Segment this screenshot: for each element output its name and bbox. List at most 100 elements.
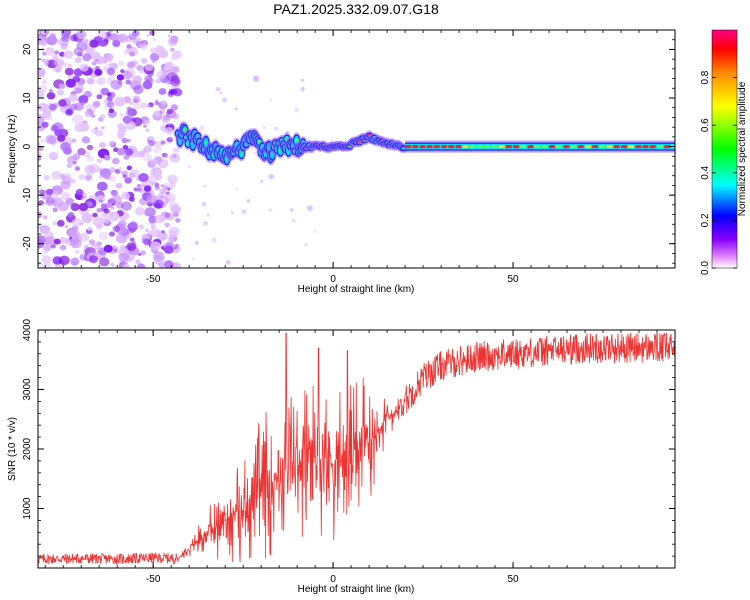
noise-speckle (313, 230, 316, 233)
noise-speckle (106, 92, 112, 97)
noise-speckle (128, 33, 137, 40)
noise-speckle (148, 140, 156, 147)
noise-speckle (164, 66, 170, 71)
noise-speckle (144, 228, 149, 233)
noise-speckle (154, 101, 160, 106)
noise-speckle (126, 242, 137, 251)
noise-speckle (86, 144, 94, 151)
noise-speckle (104, 99, 108, 104)
noise-speckle (170, 104, 178, 111)
noise-speckle (78, 122, 90, 132)
noise-speckle (138, 224, 145, 230)
noise-speckle (300, 86, 305, 92)
noise-speckle (48, 103, 57, 111)
noise-speckle (60, 180, 71, 190)
noise-speckle (168, 226, 180, 237)
noise-speckle (51, 170, 62, 180)
noise-speckle (67, 212, 75, 218)
y-tick-label: 0 (22, 143, 33, 149)
noise-speckle (128, 227, 136, 233)
noise-speckle (103, 244, 113, 253)
noise-speckle (253, 75, 259, 81)
noise-speckle (133, 85, 144, 95)
noise-speckle (82, 53, 92, 62)
signal-core (541, 145, 548, 149)
noise-speckle (50, 243, 56, 249)
noise-speckle (68, 93, 78, 102)
noise-speckle (158, 88, 167, 95)
noise-speckle (172, 50, 182, 60)
noise-speckle (53, 238, 61, 245)
y-tick-label: 20 (22, 43, 33, 55)
colorbar-label: Normalized spectral amplitude (737, 81, 748, 216)
noise-speckle (161, 100, 167, 105)
noise-speckle (153, 110, 161, 117)
noise-speckle (141, 238, 149, 244)
noise-speckle (113, 248, 118, 253)
colorbar-ticks: 0.0 0.2 0.4 0.6 0.8 (700, 70, 737, 275)
noise-speckle (77, 148, 86, 156)
x-tick-label: -50 (146, 274, 161, 285)
noise-speckle (70, 34, 78, 42)
noise-speckle (172, 147, 180, 154)
noise-speckle (45, 236, 56, 246)
noise-speckle (114, 96, 126, 107)
noise-speckle (94, 68, 103, 76)
noise-speckle (96, 181, 108, 191)
noise-speckle (38, 35, 46, 45)
noise-speckle (59, 173, 64, 178)
noise-speckle (47, 135, 58, 145)
noise-speckle (167, 174, 178, 184)
noise-speckle (38, 261, 41, 266)
noise-speckle (139, 69, 143, 74)
noise-speckle (42, 80, 47, 85)
noise-speckle (123, 154, 130, 160)
y-tick-label: 10 (22, 92, 33, 104)
colorbar-tick-label: 0.6 (700, 118, 711, 132)
noise-speckle (132, 95, 141, 103)
noise-speckle (150, 224, 156, 229)
noise-speckle (215, 86, 221, 92)
noise-speckle (40, 190, 52, 200)
noise-speckle (194, 241, 199, 245)
noise-speckle (306, 205, 313, 212)
noise-speckle (45, 114, 53, 121)
noise-speckle (59, 244, 67, 251)
noise-speckle (152, 38, 156, 42)
noise-speckle (149, 30, 155, 36)
noise-speckle (143, 145, 152, 153)
noise-speckle (80, 196, 87, 201)
y-tick-label: 1000 (22, 497, 33, 520)
noise-speckle (117, 33, 128, 43)
noise-speckle (107, 75, 116, 83)
spectrogram-axes: -50 0 50 -20 -10 0 10 20 (22, 29, 676, 285)
noise-speckle (76, 30, 87, 40)
noise-speckle (170, 88, 178, 95)
noise-speckle (75, 87, 83, 94)
noise-speckle (141, 58, 148, 64)
signal-core (412, 145, 419, 149)
noise-speckle (206, 213, 210, 217)
noise-speckle (268, 173, 275, 180)
signal-core (469, 145, 476, 149)
noise-speckle (91, 114, 96, 118)
noise-speckle (170, 47, 175, 52)
noise-speckle (87, 226, 93, 231)
noise-speckle (85, 174, 93, 181)
signal-core (585, 145, 591, 149)
noise-speckle (120, 69, 125, 73)
noise-speckle (146, 33, 150, 37)
noise-speckle (133, 150, 141, 158)
noise-speckle (71, 138, 77, 143)
noise-speckle (146, 104, 151, 108)
noise-speckle (110, 189, 118, 196)
noise-speckle (126, 165, 132, 171)
noise-speckle (78, 202, 89, 212)
noise-speckle (124, 177, 132, 184)
noise-speckle (167, 122, 172, 126)
noise-speckle (161, 203, 167, 208)
noise-speckle (117, 133, 125, 140)
noise-speckle (72, 75, 81, 83)
signal-core (664, 145, 670, 149)
noise-speckle (146, 194, 158, 205)
